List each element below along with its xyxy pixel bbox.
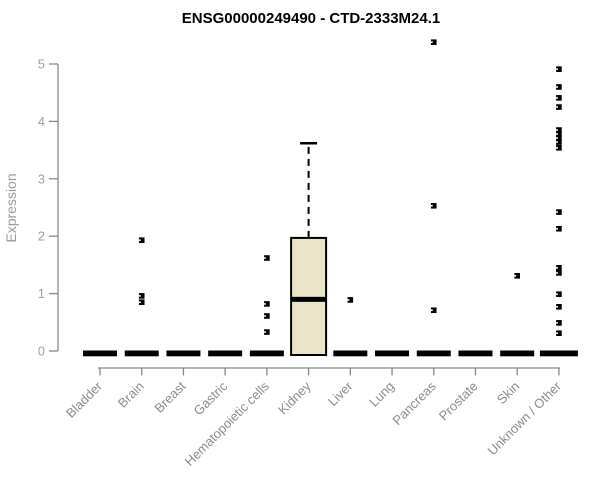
box-pancreas bbox=[416, 350, 451, 357]
outlier-point-unknown-other bbox=[556, 264, 562, 271]
x-tick-label-gastric: Gastric bbox=[191, 378, 231, 418]
outlier-point-notch bbox=[556, 272, 558, 274]
outlier-point-notch bbox=[514, 275, 517, 277]
outlier-point-notch bbox=[138, 239, 141, 242]
x-tick-label-bladder: Bladder bbox=[63, 378, 106, 421]
outlier-point-notch bbox=[556, 141, 558, 143]
x-tick-label-kidney: Kidney bbox=[275, 378, 314, 417]
y-tick-label: 3 bbox=[38, 171, 45, 186]
outlier-point-unknown-other bbox=[556, 131, 562, 137]
outlier-point-hematopoietic-cells bbox=[264, 329, 270, 335]
y-tick-label: 1 bbox=[38, 286, 45, 301]
outlier-point-notch bbox=[138, 301, 141, 304]
outlier-point-unknown-other bbox=[556, 104, 562, 110]
outlier-point-notch bbox=[556, 106, 558, 108]
outlier-point-notch bbox=[430, 309, 433, 312]
box-gastric bbox=[208, 350, 243, 357]
outlier-point-notch bbox=[138, 295, 141, 297]
outlier-point-notch bbox=[264, 331, 266, 333]
outlier-point-notch bbox=[556, 293, 558, 295]
box-unknown-other bbox=[539, 350, 578, 357]
box-hematopoietic-cells bbox=[249, 350, 284, 357]
x-tick-label-pancreas: Pancreas bbox=[389, 378, 439, 428]
outlier-point-notch bbox=[556, 129, 558, 131]
outlier-point-unknown-other bbox=[556, 127, 562, 133]
outlier-point-notch bbox=[264, 257, 266, 259]
outlier-point-notch bbox=[347, 299, 350, 301]
outlier-point-notch bbox=[264, 315, 266, 317]
box-bladder bbox=[83, 350, 117, 357]
outlier-point-notch bbox=[556, 86, 558, 88]
outlier-point-hematopoietic-cells bbox=[264, 313, 270, 319]
outlier-point-pancreas bbox=[430, 39, 437, 45]
outlier-point-notch bbox=[264, 303, 266, 305]
box-kidney bbox=[290, 236, 328, 356]
box-lung bbox=[375, 350, 410, 357]
outlier-point-unknown-other bbox=[556, 330, 562, 337]
y-tick-label: 0 bbox=[38, 344, 45, 359]
x-tick-label-prostate: Prostate bbox=[436, 379, 481, 424]
outlier-point-unknown-other bbox=[556, 66, 562, 72]
outlier-point-liver bbox=[347, 297, 354, 303]
outlier-point-notch bbox=[556, 133, 558, 135]
outlier-point-notch bbox=[430, 204, 433, 207]
outlier-point-hematopoietic-cells bbox=[264, 255, 270, 261]
y-tick-label: 4 bbox=[38, 114, 45, 129]
outlier-point-unknown-other bbox=[556, 95, 562, 101]
outlier-point-brain bbox=[138, 293, 145, 299]
outlier-point-unknown-other bbox=[556, 135, 562, 141]
box-skin bbox=[500, 350, 535, 357]
box-prostate bbox=[458, 350, 493, 357]
box-brain bbox=[124, 350, 159, 357]
x-tick-label-brain: Brain bbox=[115, 379, 147, 411]
y-axis-title: Expression bbox=[3, 173, 19, 242]
outlier-point-unknown-other bbox=[556, 209, 562, 215]
outlier-point-unknown-other bbox=[556, 320, 562, 326]
outlier-point-notch bbox=[430, 41, 433, 43]
outlier-point-unknown-other bbox=[556, 270, 562, 276]
outlier-point-skin bbox=[514, 273, 520, 279]
outlier-point-pancreas bbox=[430, 307, 437, 314]
outlier-point-brain bbox=[138, 299, 145, 306]
outlier-point-notch bbox=[556, 227, 558, 230]
outlier-point-notch bbox=[556, 332, 558, 335]
x-tick-label-liver: Liver bbox=[325, 378, 356, 409]
outlier-point-unknown-other bbox=[556, 291, 562, 297]
box-liver bbox=[333, 350, 368, 357]
box-breast bbox=[166, 350, 201, 357]
outlier-point-notch bbox=[556, 306, 558, 308]
outlier-point-notch bbox=[556, 147, 558, 149]
outlier-point-brain bbox=[138, 237, 145, 244]
outlier-point-unknown-other bbox=[556, 225, 562, 232]
outlier-point-notch bbox=[556, 97, 558, 99]
median-kidney bbox=[291, 296, 327, 302]
x-tick-label-skin: Skin bbox=[494, 379, 522, 407]
x-tick-label-lung: Lung bbox=[366, 379, 397, 410]
outlier-point-unknown-other bbox=[556, 145, 562, 151]
x-tick-label-unknown-other: Unknown / Other bbox=[484, 378, 564, 458]
outlier-point-unknown-other bbox=[556, 139, 562, 145]
y-tick-label: 5 bbox=[38, 57, 45, 72]
outlier-point-notch bbox=[556, 322, 558, 324]
outlier-point-unknown-other bbox=[556, 304, 562, 310]
outlier-point-notch bbox=[556, 137, 558, 139]
outlier-point-hematopoietic-cells bbox=[264, 301, 270, 307]
outlier-point-notch bbox=[556, 211, 558, 213]
chart-title: ENSG00000249490 - CTD-2333M24.1 bbox=[182, 10, 441, 27]
outlier-point-pancreas bbox=[430, 202, 437, 209]
outlier-point-unknown-other bbox=[556, 84, 562, 90]
outlier-point-notch bbox=[556, 68, 558, 70]
x-tick-label-breast: Breast bbox=[151, 378, 188, 415]
outlier-point-notch bbox=[556, 266, 558, 269]
y-tick-label: 2 bbox=[38, 229, 45, 244]
